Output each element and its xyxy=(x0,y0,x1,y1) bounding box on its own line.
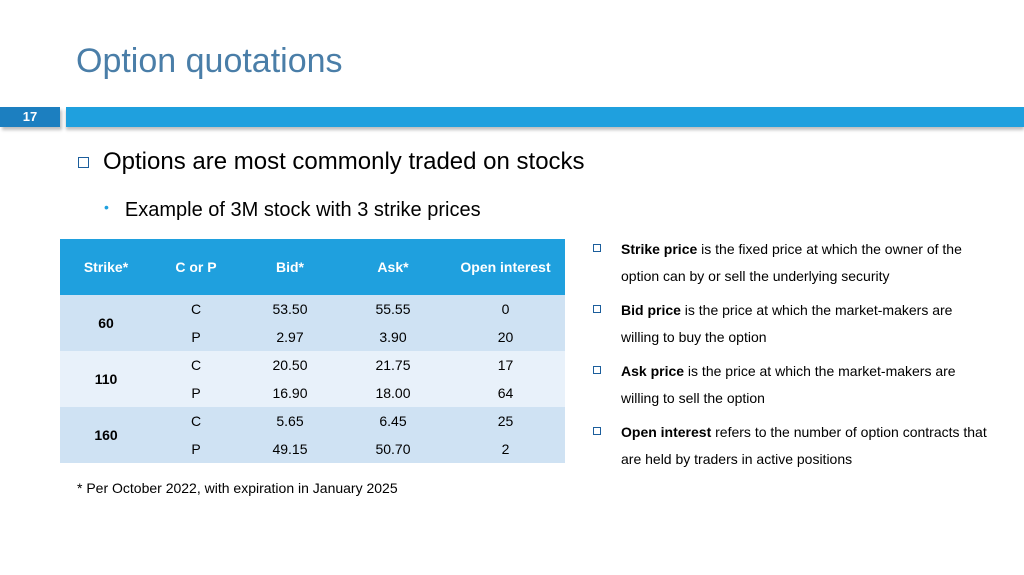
bid-cell: 2.97 xyxy=(240,323,340,351)
sub-bullet-text: Example of 3M stock with 3 strike prices xyxy=(124,199,481,221)
definition-term: Bid price xyxy=(621,302,681,318)
bid-cell: 49.15 xyxy=(240,435,340,463)
slide-title: Option quotations xyxy=(76,42,343,80)
bid-cell: 20.50 xyxy=(240,351,340,379)
bid-cell: 5.65 xyxy=(240,407,340,435)
header-strike: Strike* xyxy=(60,239,152,295)
oi-cell: 20 xyxy=(446,323,565,351)
ask-cell: 50.70 xyxy=(340,435,446,463)
table-row: P 2.97 3.90 20 xyxy=(60,323,565,351)
square-bullet-icon xyxy=(593,427,601,435)
definition-text: is the price at which the market-makers … xyxy=(621,302,953,345)
ask-cell: 55.55 xyxy=(340,295,446,323)
definition-term: Strike price xyxy=(621,241,698,257)
strike-cell: 110 xyxy=(60,351,152,407)
oi-cell: 64 xyxy=(446,379,565,407)
oi-cell: 17 xyxy=(446,351,565,379)
square-bullet-icon xyxy=(78,156,89,168)
definition-text: is the fixed price at which the owner of… xyxy=(621,241,962,284)
table-row: 60 C 53.50 55.55 0 xyxy=(60,295,565,351)
oi-cell: 2 xyxy=(446,435,565,463)
table-row: 160 C 5.65 6.45 25 xyxy=(60,407,565,463)
header-open-interest: Open interest xyxy=(446,239,565,295)
oi-cell: 0 xyxy=(446,295,565,323)
definition-item: Open interest refers to the number of op… xyxy=(593,419,993,473)
definition-item: Strike price is the fixed price at which… xyxy=(593,236,993,290)
definitions-list: Strike price is the fixed price at which… xyxy=(593,236,993,480)
ask-cell: 18.00 xyxy=(340,379,446,407)
type-cell: P xyxy=(152,379,240,407)
type-cell: C xyxy=(152,295,240,323)
title-divider-bar xyxy=(66,107,1024,127)
bid-cell: 53.50 xyxy=(240,295,340,323)
definition-term: Open interest xyxy=(621,424,712,440)
square-bullet-icon xyxy=(593,305,601,313)
main-bullet: Options are most commonly traded on stoc… xyxy=(78,148,585,176)
table-row: 110 C 20.50 21.75 17 xyxy=(60,351,565,407)
header-call-put: C or P xyxy=(152,239,240,295)
definition-text: is the price at which the market-makers … xyxy=(621,363,956,406)
type-cell: P xyxy=(152,435,240,463)
bid-cell: 16.90 xyxy=(240,379,340,407)
ask-cell: 6.45 xyxy=(340,407,446,435)
header-ask: Ask* xyxy=(340,239,446,295)
square-bullet-icon xyxy=(593,244,601,252)
header-bid: Bid* xyxy=(240,239,340,295)
strike-cell: 60 xyxy=(60,295,152,351)
table-row: P 16.90 18.00 64 xyxy=(60,379,565,407)
option-quotes-table: Strike* C or P Bid* Ask* Open interest 6… xyxy=(60,239,565,463)
ask-cell: 21.75 xyxy=(340,351,446,379)
oi-cell: 25 xyxy=(446,407,565,435)
definition-item: Bid price is the price at which the mark… xyxy=(593,297,993,351)
type-cell: P xyxy=(152,323,240,351)
main-bullet-text: Options are most commonly traded on stoc… xyxy=(103,148,585,175)
table-header-row: Strike* C or P Bid* Ask* Open interest xyxy=(60,239,565,295)
sub-bullet: • Example of 3M stock with 3 strike pric… xyxy=(104,199,481,222)
dot-bullet-icon: • xyxy=(104,198,109,215)
slide-number: 17 xyxy=(0,107,60,127)
ask-cell: 3.90 xyxy=(340,323,446,351)
type-cell: C xyxy=(152,407,240,435)
square-bullet-icon xyxy=(593,366,601,374)
strike-cell: 160 xyxy=(60,407,152,463)
table-row: P 49.15 50.70 2 xyxy=(60,435,565,463)
definition-item: Ask price is the price at which the mark… xyxy=(593,358,993,412)
definition-text: refers to the number of option contracts… xyxy=(621,424,987,467)
table-footnote: * Per October 2022, with expiration in J… xyxy=(77,480,398,496)
type-cell: C xyxy=(152,351,240,379)
definition-term: Ask price xyxy=(621,363,685,379)
